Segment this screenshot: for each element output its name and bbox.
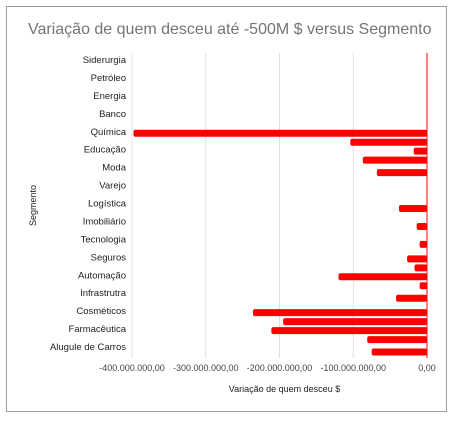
bar <box>371 348 427 356</box>
bar <box>133 129 427 137</box>
y-tick-label: Química <box>91 127 127 138</box>
x-tick-label: 0,00 <box>418 363 436 373</box>
bar <box>398 205 427 212</box>
bar <box>396 294 427 302</box>
bar <box>283 318 427 326</box>
y-tick-label: Banco <box>99 109 126 120</box>
x-tick-label: -100.000.000,00 <box>320 363 386 373</box>
y-tick-label: Moda <box>102 163 126 174</box>
bar <box>419 282 427 290</box>
y-tick-label: Varejo <box>99 181 126 192</box>
y-tick-label: Siderurgia <box>83 55 127 66</box>
bar <box>362 156 427 164</box>
bar <box>367 336 427 344</box>
bar <box>350 138 427 146</box>
y-tick-label: Infrastrutra <box>80 288 127 299</box>
y-tick-label: Logística <box>88 199 127 210</box>
x-axis-label: Variação de quem desceu $ <box>229 384 340 394</box>
y-tick-label: Farmacêutica <box>68 324 126 335</box>
bar <box>413 147 427 155</box>
grid-layer <box>131 53 354 358</box>
bar <box>407 255 427 263</box>
bar <box>376 169 427 177</box>
y-tick-label: Educação <box>84 145 126 156</box>
x-tick-labels: -400.000.000,00 -300.000.000,00 -200.000.0… <box>99 363 436 373</box>
y-tick-labels: Siderurgia Petróleo Energia Banco Química Edu… <box>50 55 127 353</box>
y-tick-label: Seguros <box>91 252 127 263</box>
y-tick-label: Energia <box>93 91 126 102</box>
x-tick-label: -200.000.000,00 <box>247 363 313 373</box>
bar <box>416 222 427 230</box>
bar <box>271 327 427 335</box>
bars-layer <box>133 129 427 356</box>
bar <box>414 264 427 272</box>
x-tick-label: -400.000.000,00 <box>99 363 165 373</box>
x-tick-label: -300.000.000,00 <box>173 363 239 373</box>
y-tick-label: Alugule de Carros <box>50 342 126 353</box>
bar <box>338 273 427 281</box>
bar <box>252 309 427 317</box>
chart-title: Variação de quem desceu até -500M $ vers… <box>28 21 432 38</box>
y-tick-label: Automação <box>78 270 126 281</box>
y-tick-label: Imobiliário <box>83 216 126 227</box>
y-tick-label: Cosméticos <box>76 306 126 317</box>
y-axis-label: Segmento <box>28 185 38 226</box>
chart-frame: Variação de quem desceu até -500M $ vers… <box>6 6 447 412</box>
y-tick-label: Tecnologia <box>81 234 127 245</box>
bar <box>419 240 427 248</box>
y-tick-label: Petróleo <box>91 73 126 84</box>
